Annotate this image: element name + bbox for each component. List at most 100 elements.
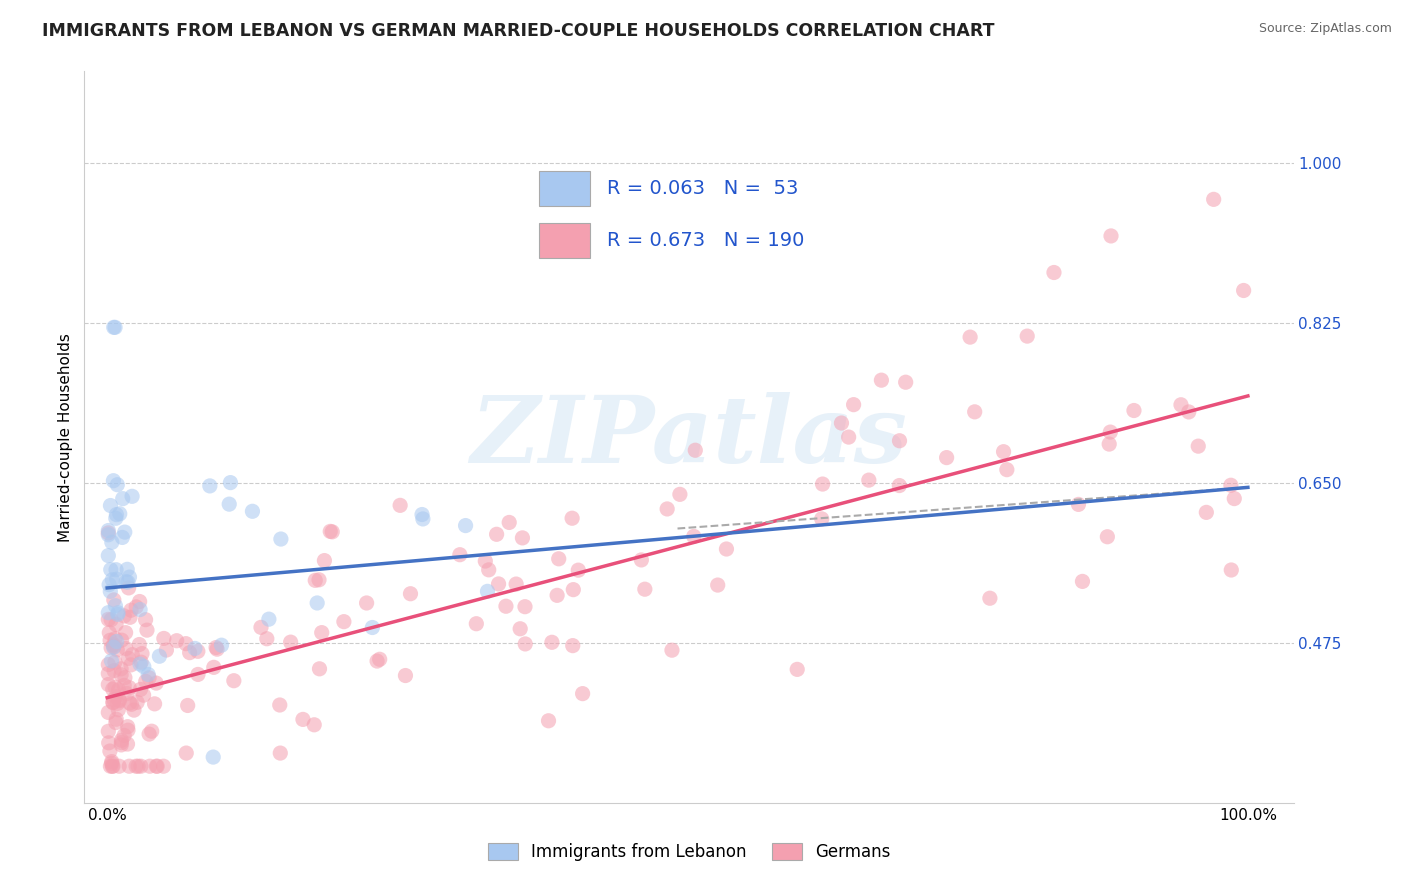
Point [129, 657, 152, 672]
Point [118, 696, 141, 710]
Point [152, 759, 174, 773]
Point [97, 677, 120, 691]
Point [107, 607, 129, 622]
Point [125, 599, 148, 614]
Point [218, 497, 240, 511]
Point [104, 632, 127, 646]
Point [103, 593, 125, 607]
Point [101, 535, 124, 549]
Point [314, 553, 336, 567]
Point [121, 698, 143, 712]
Point [202, 660, 225, 674]
Point [513, 599, 536, 614]
Point [830, 416, 852, 430]
Point [889, 434, 911, 448]
Point [1202, 192, 1225, 206]
Point [399, 587, 422, 601]
Point [118, 759, 141, 773]
Point [477, 584, 499, 599]
Point [110, 736, 132, 750]
Point [256, 632, 278, 646]
Point [125, 759, 148, 773]
Point [1099, 228, 1122, 243]
Point [979, 591, 1001, 606]
Point [1170, 398, 1192, 412]
Point [117, 720, 139, 734]
Point [495, 599, 517, 614]
Point [104, 599, 127, 613]
Point [1223, 491, 1246, 506]
Point [630, 553, 652, 567]
Point [105, 477, 128, 491]
Point [1187, 439, 1209, 453]
Legend: Immigrants from Lebanon, Germans: Immigrants from Lebanon, Germans [481, 836, 897, 868]
Point [114, 525, 136, 540]
Point [110, 733, 132, 747]
Point [894, 375, 917, 389]
Point [810, 512, 832, 526]
Point [100, 563, 122, 577]
Point [104, 511, 127, 525]
Point [112, 729, 135, 743]
Point [174, 746, 197, 760]
Point [111, 491, 134, 506]
Point [122, 703, 145, 717]
Point [959, 330, 981, 344]
Point [139, 759, 162, 773]
Point [105, 712, 128, 726]
Point [129, 602, 152, 616]
Point [117, 575, 139, 590]
Point [219, 475, 242, 490]
Point [105, 643, 128, 657]
Point [1067, 497, 1090, 511]
Point [114, 671, 136, 685]
Point [561, 639, 583, 653]
Point [176, 698, 198, 713]
Point [488, 577, 510, 591]
Point [505, 577, 527, 591]
Point [454, 518, 477, 533]
Point [100, 756, 122, 771]
Point [104, 680, 127, 694]
Point [366, 654, 388, 668]
Point [935, 450, 957, 465]
Point [114, 625, 136, 640]
Point [101, 573, 124, 587]
Point [394, 668, 416, 682]
Point [100, 640, 122, 655]
Point [187, 667, 209, 681]
Point [120, 603, 142, 617]
Point [222, 673, 245, 688]
Point [307, 596, 329, 610]
Text: R = 0.063   N =  53: R = 0.063 N = 53 [606, 179, 799, 199]
Point [104, 320, 127, 334]
Point [104, 655, 127, 669]
Point [250, 620, 273, 634]
Point [311, 625, 333, 640]
Point [205, 642, 228, 657]
Point [389, 499, 412, 513]
Point [108, 507, 131, 521]
Point [509, 622, 531, 636]
Point [685, 443, 707, 458]
Point [97, 706, 120, 720]
Point [138, 671, 160, 685]
Point [112, 678, 135, 692]
Point [174, 637, 197, 651]
Point [166, 633, 188, 648]
Point [512, 531, 534, 545]
Point [811, 477, 834, 491]
Point [107, 703, 129, 717]
Point [634, 582, 657, 597]
Point [104, 715, 127, 730]
Point [107, 697, 129, 711]
Point [179, 646, 201, 660]
Point [121, 489, 143, 503]
Point [870, 373, 893, 387]
Point [485, 527, 508, 541]
Point [333, 615, 356, 629]
Point [561, 511, 583, 525]
Point [1098, 437, 1121, 451]
Point [129, 759, 152, 773]
Point [547, 551, 569, 566]
